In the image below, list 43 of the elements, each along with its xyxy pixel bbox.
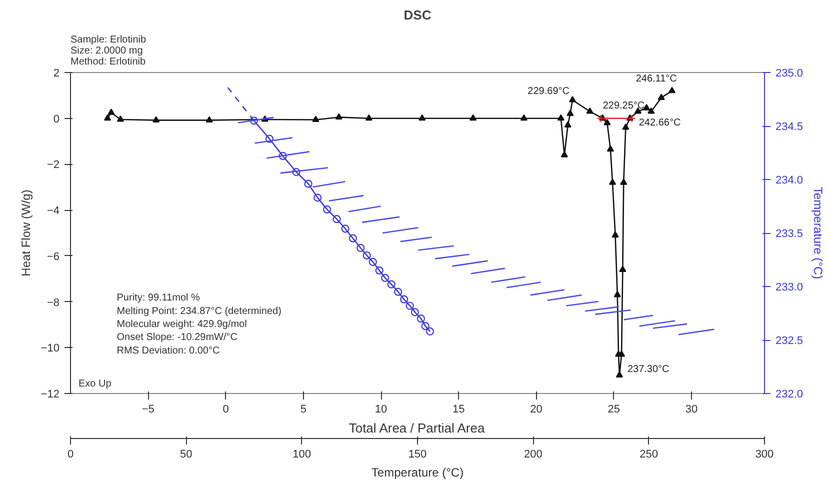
y-tick-label: −8 — [46, 296, 60, 309]
x-tick-label: 250 — [640, 448, 658, 460]
annotation: Exo Up — [78, 378, 112, 390]
annotation: 229.25°C — [602, 100, 645, 112]
y-axis-title: Heat Flow (W/g) — [18, 190, 33, 276]
x2-tick-label: 0 — [222, 404, 229, 416]
y2-tick-label: 233.0 — [776, 282, 804, 294]
x2-tick-label: −5 — [142, 404, 154, 416]
y-tick-label: −12 — [40, 388, 60, 400]
x2-tick-label: 15 — [452, 404, 465, 416]
annotation: 237.30°C — [627, 364, 670, 376]
x2-tick-label: 20 — [530, 404, 542, 416]
x-tick-label: 0 — [67, 448, 74, 460]
x-tick-label: 150 — [408, 448, 427, 460]
x-tick-label: 50 — [180, 448, 192, 460]
y2-tick-label: 234.5 — [776, 121, 804, 133]
x2-tick-label: 30 — [685, 404, 698, 416]
x2-tick-label: 25 — [608, 404, 620, 416]
y2-tick-label: 232.5 — [776, 335, 804, 347]
y2-tick-label: 232.0 — [776, 388, 804, 400]
y-tick-label: −10 — [40, 342, 60, 355]
x-tick-label: 300 — [755, 448, 774, 460]
y-tick-label: −4 — [46, 205, 60, 218]
y-tick-label: 0 — [53, 113, 60, 126]
annotation: Purity: 99.11mol % Melting Point: 234.87°C (determined) Molecular weight: 429.9g/mol Onset Slope: -10.29mW/°C RMS Deviation: 0.00°C — [116, 292, 282, 356]
chart-title: DSC — [404, 8, 432, 22]
x-tick-label: 200 — [524, 448, 542, 460]
y2-axis-title: Temperature (°C) — [811, 186, 826, 280]
annotation: 242.66°C — [638, 117, 681, 128]
x2-axis-title: Total Area / Partial Area — [348, 420, 486, 436]
y2-tick-label: 233.5 — [776, 228, 804, 240]
y2-tick-label: 235.0 — [776, 68, 804, 80]
y-tick-label: 2 — [53, 68, 60, 80]
annotation: 229.69°C — [528, 86, 570, 98]
x-tick-label: 100 — [292, 448, 312, 460]
x2-tick-label: 5 — [300, 404, 306, 416]
y-tick-label: −2 — [46, 159, 60, 172]
y-tick-label: −6 — [46, 250, 60, 263]
x2-tick-label: 10 — [374, 404, 388, 416]
y2-tick-label: 234.0 — [776, 174, 804, 186]
annotation: 246.11°C — [636, 73, 677, 84]
x-axis-title: Temperature (°C) — [371, 466, 464, 480]
text: Sample: Erlotinib Size: 2.0000 mg Method: Erlotinib — [70, 34, 147, 68]
